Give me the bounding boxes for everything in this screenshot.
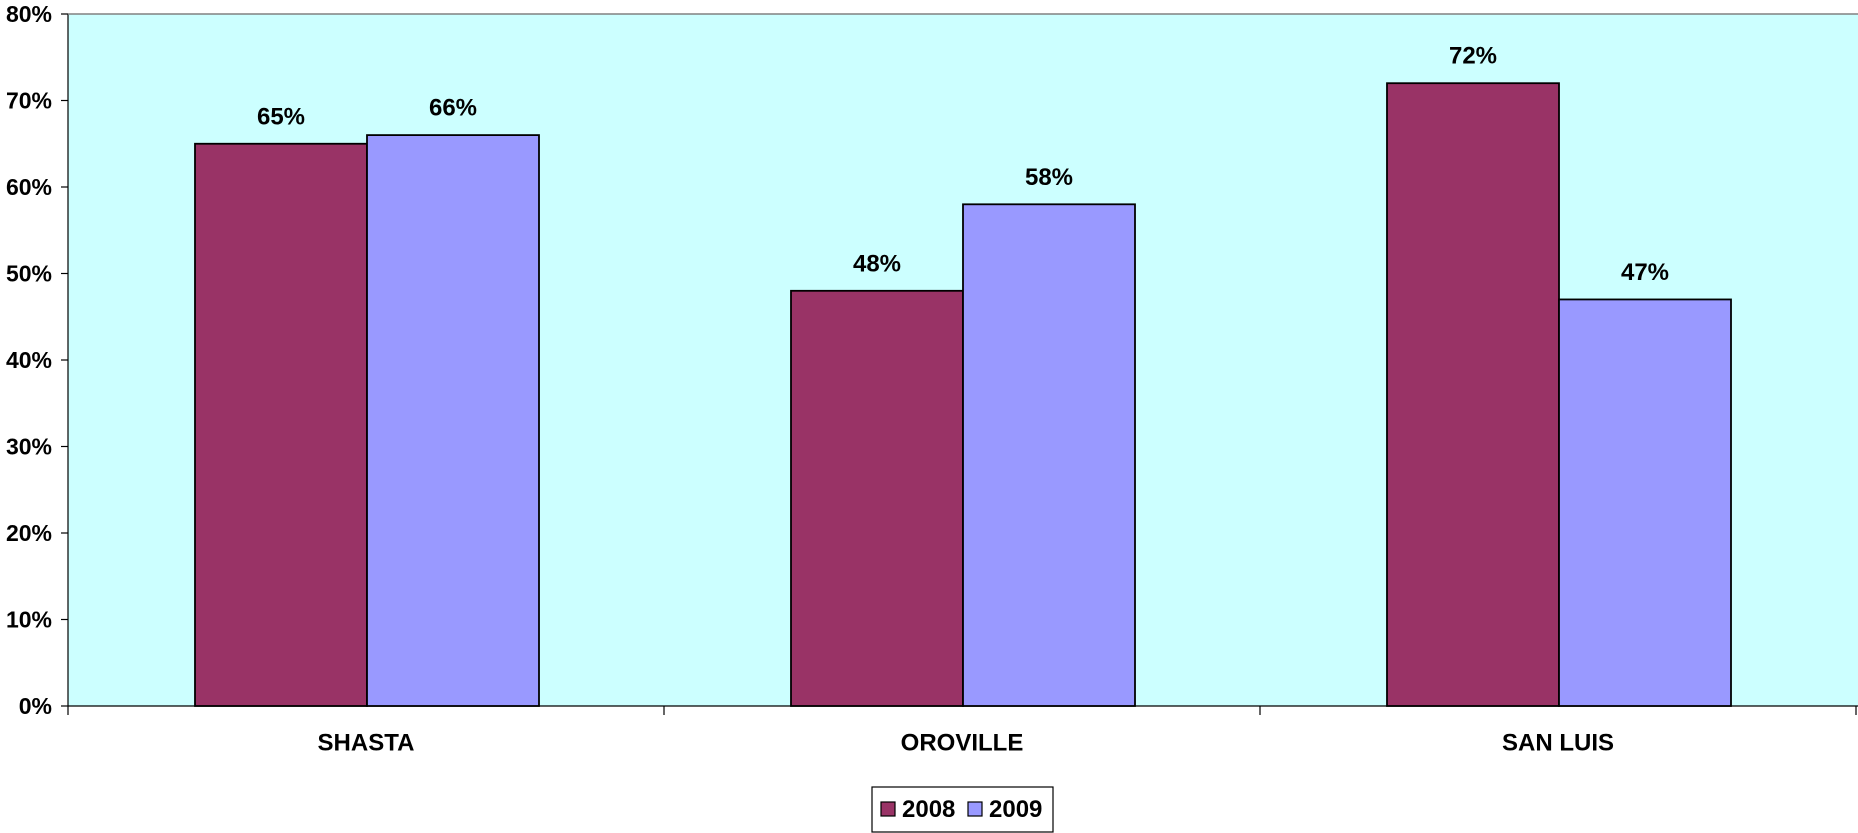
data-labels: 65% 48% 72% 66% 58% 47% [257, 43, 1669, 286]
y-tick-label: 80% [6, 1, 52, 27]
x-tick-label: OROVILLE [901, 730, 1024, 757]
y-tick-label: 40% [6, 347, 52, 373]
y-tick-label: 70% [6, 88, 52, 114]
bar-2009-oroville [962, 203, 1136, 707]
y-axis: 0% 10% 20% 30% 40% 50% 60% 70% 80% [6, 1, 69, 719]
legend-label: 2009 [989, 796, 1042, 823]
y-tick-label: 30% [6, 434, 52, 460]
x-axis: SHASTA OROVILLE SAN LUIS [67, 705, 1858, 757]
bar-2008-shasta [194, 142, 368, 707]
legend-swatch [880, 801, 896, 817]
bar-2008-oroville [790, 289, 964, 707]
y-tick-label: 20% [6, 520, 52, 546]
bars [194, 82, 1732, 707]
data-label: 48% [853, 250, 901, 277]
bar-2009-shasta [366, 134, 540, 707]
legend-label: 2008 [902, 796, 955, 823]
data-label: 47% [1621, 259, 1669, 286]
legend: 2008 2009 [871, 786, 1054, 833]
legend-box [871, 786, 1054, 833]
x-tick-label: SHASTA [318, 730, 415, 757]
y-tick-label: 60% [6, 174, 52, 200]
y-tick-label: 0% [19, 693, 52, 719]
y-tick-label: 10% [6, 607, 52, 633]
data-label: 65% [257, 103, 305, 130]
data-label: 72% [1449, 43, 1497, 70]
y-tick-label: 50% [6, 261, 52, 287]
bar-2008-san-luis [1386, 82, 1560, 707]
data-label: 58% [1025, 164, 1073, 191]
legend-swatch [967, 801, 983, 817]
bar-2009-san-luis [1558, 298, 1732, 707]
data-label: 66% [429, 95, 477, 122]
x-tick-label: SAN LUIS [1502, 730, 1614, 757]
